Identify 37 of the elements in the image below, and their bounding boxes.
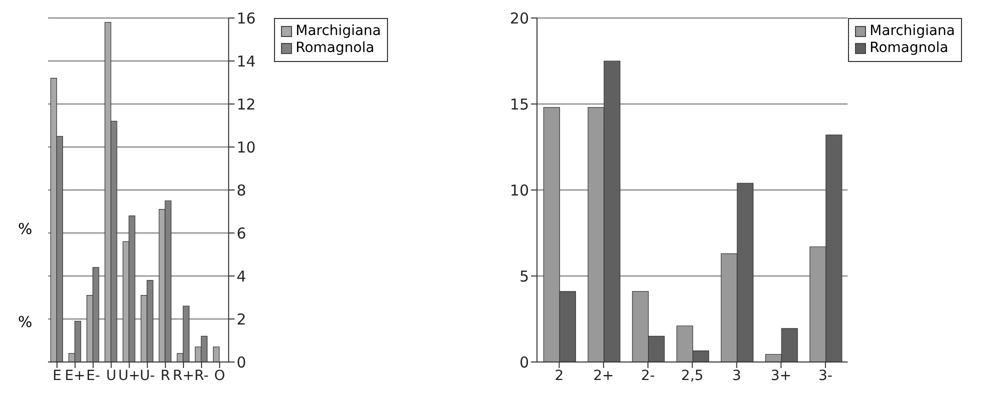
y-tick-label: 12 bbox=[236, 95, 256, 114]
x-tick-label: 3+ bbox=[770, 368, 792, 384]
x-tick-label: U bbox=[106, 368, 116, 384]
x-tick-label: 2,5 bbox=[681, 368, 704, 384]
legend-label: Romagnola bbox=[296, 40, 374, 57]
y-tick-label: 16 bbox=[236, 9, 256, 28]
x-tick-label: R bbox=[160, 368, 171, 384]
y-tick-label: 5 bbox=[519, 267, 529, 286]
y-tick-label: 4 bbox=[236, 267, 246, 286]
y-tick-label: 6 bbox=[236, 224, 246, 242]
x-tick-label: E bbox=[52, 368, 62, 384]
y-tick-label: 8 bbox=[236, 181, 246, 200]
x-tick-label: E+ bbox=[64, 368, 86, 384]
text: % bbox=[18, 313, 32, 331]
y-tick-label: 2 bbox=[236, 310, 246, 328]
x-tick-label: U- bbox=[140, 368, 155, 384]
x-tick-label: E- bbox=[86, 368, 100, 384]
x-tick-label: 2 bbox=[554, 368, 564, 384]
x-tick-label: R- bbox=[194, 368, 209, 384]
x-tick-label: 3 bbox=[732, 368, 742, 384]
x-tick-label: R+ bbox=[172, 368, 194, 384]
y-tick-label: 15 bbox=[510, 95, 529, 114]
x-tick-label: 2- bbox=[640, 368, 655, 384]
legend-label: Romagnola bbox=[870, 40, 948, 57]
y-tick-label: 14 bbox=[236, 52, 256, 70]
legend-label: Marchigiana bbox=[296, 23, 381, 40]
legend-label: Marchigiana bbox=[870, 23, 955, 40]
y-axis-title: % bbox=[18, 220, 32, 238]
y-tick-label: 10 bbox=[236, 138, 256, 156]
x-tick-label: U+ bbox=[118, 368, 140, 384]
y-tick-label: 0 bbox=[236, 353, 246, 372]
x-tick-label: 3- bbox=[818, 368, 832, 384]
y-tick-label: 10 bbox=[510, 181, 529, 200]
x-tick-label: O bbox=[214, 368, 226, 384]
y-tick-label: 0 bbox=[519, 353, 529, 372]
x-tick-label: 2+ bbox=[593, 368, 614, 384]
y-tick-label: 20 bbox=[510, 9, 529, 28]
